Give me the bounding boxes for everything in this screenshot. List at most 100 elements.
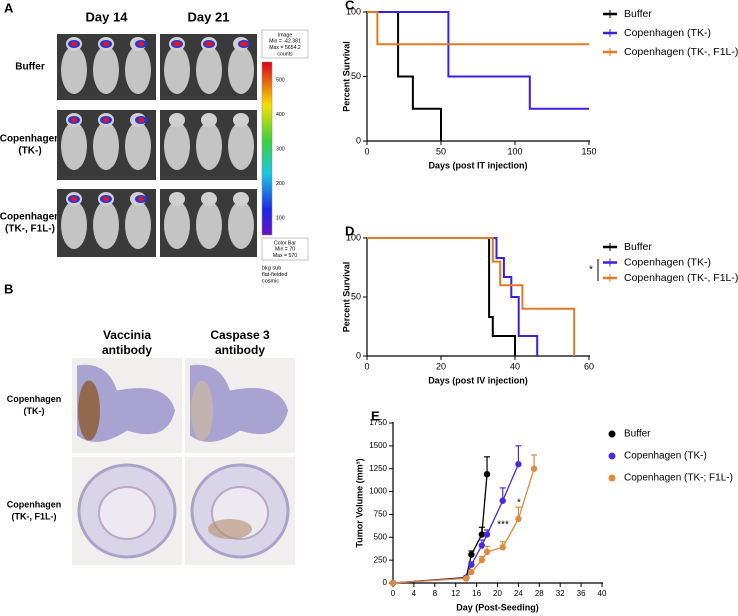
panel-label: A <box>4 0 14 15</box>
series-line <box>392 468 535 584</box>
row-label: (TK-) <box>18 146 41 157</box>
y-axis-label: Percent Survival <box>341 262 351 333</box>
x-tick-label: 0 <box>364 146 369 156</box>
x-tick-label: 40 <box>598 589 607 598</box>
signal-core <box>138 117 144 123</box>
mouse-head <box>233 113 249 127</box>
x-tick-label: 12 <box>451 589 460 598</box>
column-header: Day 14 <box>86 9 129 24</box>
x-axis-label: Days (post IV injection) <box>428 375 528 385</box>
survival-line <box>367 11 589 110</box>
panel-label: C <box>345 0 355 12</box>
row-label: (TK-) <box>24 406 45 416</box>
y-tick-label: 0 <box>356 135 361 145</box>
info-text: Max = 5654.2 <box>269 45 301 51</box>
mouse-body <box>164 122 190 170</box>
signal-core <box>71 41 77 47</box>
y-tick-label: 0 <box>356 350 361 360</box>
mouse-body <box>61 46 87 94</box>
y-tick-label: 50 <box>351 291 361 301</box>
mouse-body <box>125 122 151 170</box>
mouse-body <box>61 201 87 249</box>
annotation: * <box>517 498 521 509</box>
tissue-core <box>98 486 156 540</box>
mouse-head <box>233 192 249 206</box>
x-tick-label: 0 <box>391 589 396 598</box>
point <box>515 515 522 523</box>
legend-label: Buffer <box>624 429 651 440</box>
info-text: Color Bar <box>274 240 296 246</box>
colorbar <box>261 61 273 236</box>
row-label: Copenhagen <box>7 394 62 404</box>
mouse-body <box>125 201 151 249</box>
legend-label: Copenhagen (TK-) <box>624 451 707 462</box>
point <box>499 497 506 504</box>
signal-core <box>138 196 144 202</box>
y-tick-label: 500 <box>374 532 388 541</box>
legend-label: Copenhagen (TK-) <box>624 27 711 39</box>
x-tick-label: 60 <box>584 361 594 371</box>
mouse-body <box>228 46 254 94</box>
x-axis-label: Day (Post-Seeding) <box>456 602 539 612</box>
point <box>478 531 486 538</box>
column-header: Caspase 3 <box>210 328 270 342</box>
survival-line <box>367 11 589 46</box>
stain <box>208 519 252 539</box>
signal-core <box>71 196 77 202</box>
point <box>468 551 475 558</box>
note: flat-fielded <box>262 272 287 278</box>
tissue-image <box>185 358 295 453</box>
colorbar-tick: 500 <box>276 77 285 83</box>
point <box>515 460 522 468</box>
column-header: Day 21 <box>188 9 230 24</box>
x-tick-label: 16 <box>472 589 481 598</box>
y-axis-label: Percent Survival <box>341 41 351 112</box>
mouse-body <box>61 122 87 170</box>
mouse-head <box>169 192 185 206</box>
x-tick-label: 4 <box>412 589 417 598</box>
mouse-image <box>57 110 156 180</box>
x-tick-label: 36 <box>577 589 586 598</box>
x-tick-label: 32 <box>556 589 565 598</box>
row-label: Copenhagen <box>0 212 60 223</box>
x-tick-label: 20 <box>493 589 502 598</box>
mouse-body <box>93 46 119 94</box>
annotation: * <box>589 265 593 276</box>
point <box>389 579 397 587</box>
info-text: counts <box>277 51 293 57</box>
panel-label: D <box>345 223 354 238</box>
point <box>468 568 475 576</box>
x-tick-label: 0 <box>364 361 369 371</box>
row-label: Copenhagen <box>0 134 60 145</box>
mouse-body <box>164 46 190 94</box>
y-tick-label: 100 <box>346 6 361 16</box>
y-tick-label: 0 <box>383 578 388 587</box>
tissue <box>190 364 288 442</box>
point <box>468 561 475 568</box>
colorbar-tick: 100 <box>276 215 285 221</box>
y-tick-label: 1750 <box>369 418 387 427</box>
survival-line <box>367 237 576 356</box>
mouse-body <box>228 201 254 249</box>
tissue-image <box>72 358 182 453</box>
signal-core <box>138 41 144 47</box>
signal-core <box>240 41 248 47</box>
x-tick-label: 150 <box>581 146 596 156</box>
legend-swatch <box>608 430 616 438</box>
point <box>478 542 486 549</box>
mouse-head <box>169 113 185 127</box>
note: bkg sub <box>262 265 281 271</box>
point <box>483 471 491 478</box>
point <box>483 548 491 556</box>
row-label: (TK-, F1L-) <box>12 511 57 521</box>
x-axis-label: Days (post IT injection) <box>428 160 527 170</box>
mouse-body <box>228 122 254 170</box>
x-tick-label: 100 <box>507 146 522 156</box>
point <box>499 544 506 551</box>
colorbar-tick: 300 <box>276 146 285 152</box>
note: cosmic <box>262 278 279 284</box>
x-tick-label: 8 <box>433 589 438 598</box>
y-tick-label: 100 <box>346 232 361 242</box>
y-axis-label: Tumor Volume (mm³) <box>354 458 364 547</box>
